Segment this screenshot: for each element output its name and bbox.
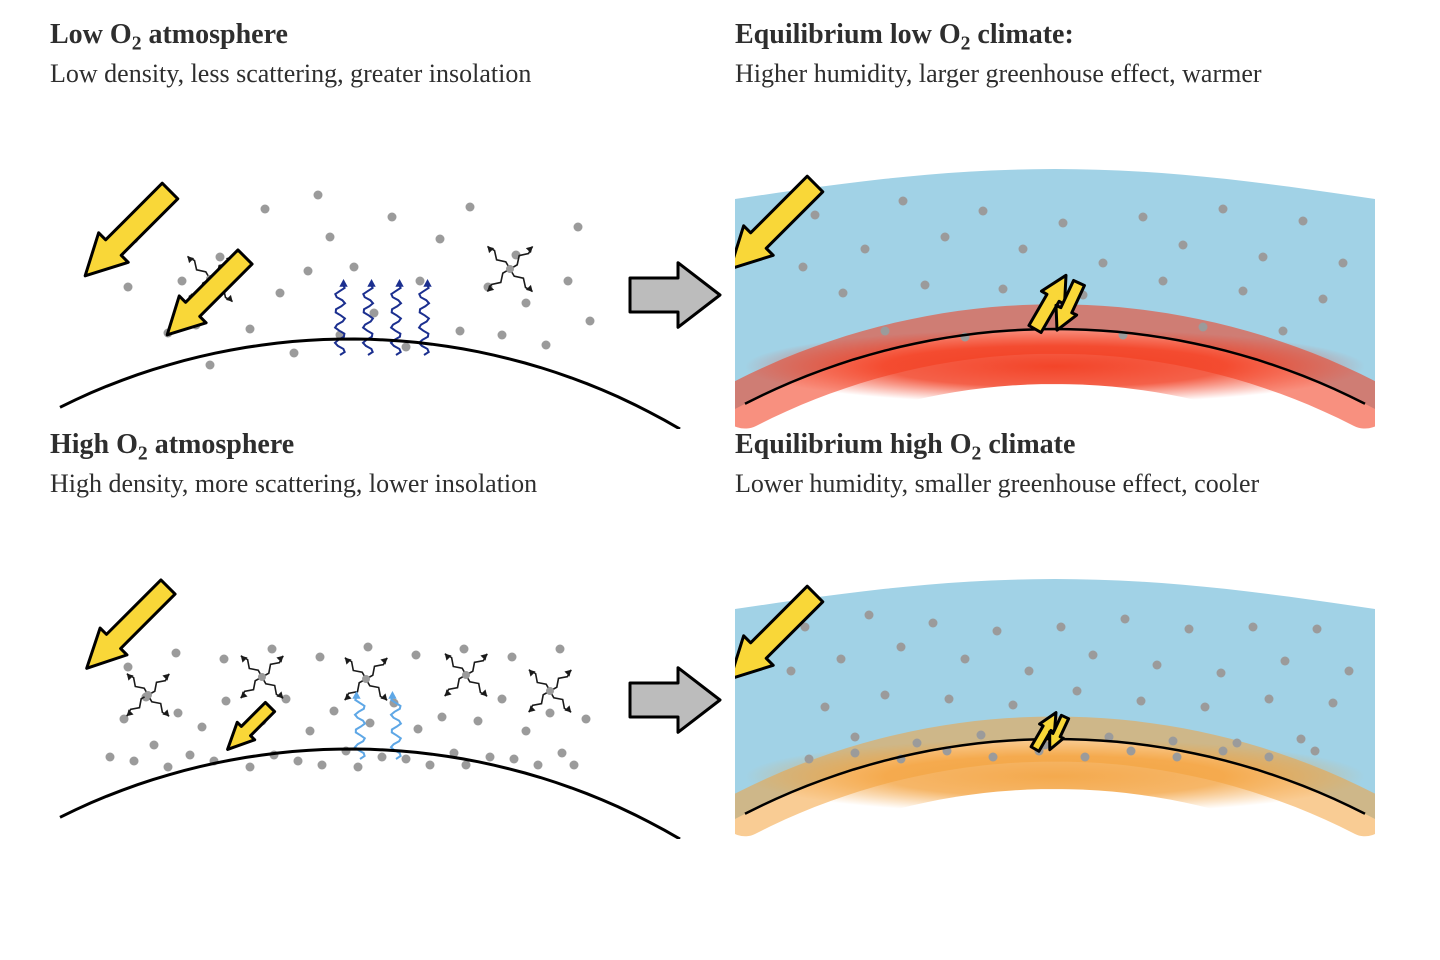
panel-subtitle: Higher humidity, larger greenhouse effec… <box>735 59 1375 89</box>
transition-arrow-icon <box>625 660 775 740</box>
sun-arrow-icon <box>219 698 279 758</box>
panel-diagram <box>735 499 1375 839</box>
transition-arrow-icon <box>625 255 775 335</box>
panel-diagram <box>735 89 1375 429</box>
sun-arrow-icon <box>70 176 184 290</box>
panel-top_left: Low O2 atmosphere Low density, less scatt… <box>50 20 690 429</box>
panel-bot_left: High O2 atmosphere High density, more sca… <box>50 430 690 839</box>
panel-title: Equilibrium high O2 climate <box>735 430 1375 465</box>
panel-top_right: Equilibrium low O2 climate: Higher humidi… <box>735 20 1375 429</box>
panel-diagram <box>50 499 690 839</box>
panel-title: High O2 atmosphere <box>50 430 690 465</box>
panel-subtitle: Low density, less scattering, greater in… <box>50 59 690 89</box>
panel-bot_right: Equilibrium high O2 climate Lower humidit… <box>735 430 1375 839</box>
panel-title: Low O2 atmosphere <box>50 20 690 55</box>
sun-arrow-icon <box>154 244 259 349</box>
panel-subtitle: Lower humidity, smaller greenhouse effec… <box>735 469 1375 499</box>
panel-subtitle: High density, more scattering, lower ins… <box>50 469 690 499</box>
panel-title: Equilibrium low O2 climate: <box>735 20 1375 55</box>
panel-diagram <box>50 89 690 429</box>
